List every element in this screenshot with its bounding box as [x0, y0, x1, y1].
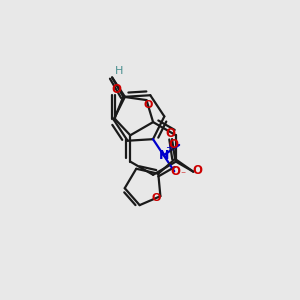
Text: O: O [171, 165, 181, 178]
Text: O: O [166, 127, 176, 140]
Text: ⁻: ⁻ [180, 170, 185, 180]
Text: O: O [111, 83, 121, 96]
Text: O: O [143, 100, 153, 110]
Text: +: + [165, 143, 173, 153]
Text: O: O [152, 193, 161, 203]
Text: O: O [192, 164, 202, 177]
Text: O: O [169, 138, 178, 152]
Text: H: H [115, 66, 123, 76]
Text: N: N [158, 149, 169, 162]
